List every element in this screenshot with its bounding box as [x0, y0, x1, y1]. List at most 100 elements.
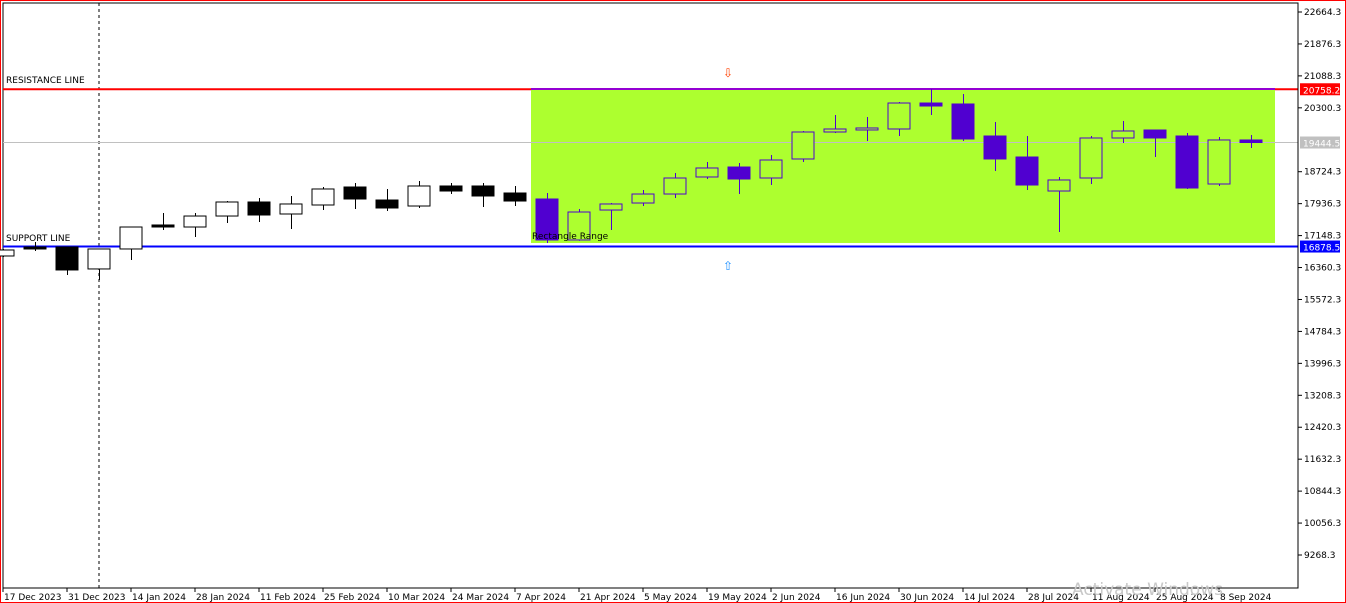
time-tick-label: 10 Mar 2024 — [388, 593, 445, 603]
candle — [855, 116, 879, 141]
support-price-tag: 16878.5 — [1303, 244, 1340, 254]
candle-body — [887, 102, 911, 130]
time-tick-label: 24 Mar 2024 — [452, 593, 509, 603]
candle — [1175, 133, 1199, 189]
candle-body — [1111, 130, 1135, 139]
time-tick-label: 21 Apr 2024 — [580, 593, 636, 603]
price-tick-label: 20300.3 — [1304, 104, 1341, 114]
candle — [375, 188, 399, 211]
candle-body — [311, 188, 335, 206]
time-tick-label: 14 Jul 2024 — [964, 593, 1015, 603]
candle-body — [695, 167, 719, 178]
candle — [983, 121, 1007, 171]
candle-body — [0, 249, 15, 257]
candle — [567, 209, 591, 241]
time-tick-label: 7 Apr 2024 — [516, 593, 566, 603]
bid-price-tag: 19444.5 — [1303, 140, 1340, 150]
candle-body — [23, 246, 47, 250]
support-line-label: SUPPORT LINE — [6, 234, 71, 244]
candle-body — [791, 131, 815, 160]
candle-body — [823, 128, 847, 133]
time-tick-label: 19 May 2024 — [708, 593, 767, 603]
candle-body — [503, 192, 527, 202]
candle-body — [567, 211, 591, 241]
candle-body — [535, 198, 559, 241]
up-arrow-icon: ⇧ — [723, 259, 733, 273]
price-tick-label: 10056.3 — [1304, 519, 1341, 529]
time-tick-label: 28 Jul 2024 — [1028, 593, 1079, 603]
candle-body — [55, 246, 79, 271]
candle-body — [279, 203, 303, 215]
candle — [919, 88, 943, 116]
candle — [727, 163, 751, 195]
candle-body — [151, 224, 175, 228]
time-tick-label: 30 Jun 2024 — [900, 593, 954, 603]
candle-body — [1239, 139, 1263, 144]
candle-body — [855, 127, 879, 131]
candle — [23, 242, 47, 252]
candle — [631, 189, 655, 207]
resistance-price-tag: 20758.2 — [1303, 86, 1340, 96]
candle-body — [1175, 135, 1199, 189]
price-tick-label: 12420.3 — [1304, 423, 1341, 433]
candle-body — [1079, 137, 1103, 179]
price-tick-label: 16360.3 — [1304, 264, 1341, 274]
candle — [439, 182, 463, 195]
candle-body — [375, 199, 399, 209]
candle — [279, 195, 303, 229]
time-tick-label: 31 Dec 2023 — [68, 593, 126, 603]
price-tick-label: 13996.3 — [1304, 359, 1341, 369]
resistance-price-tag-bg — [1300, 83, 1340, 96]
support-price-tag-bg — [1300, 240, 1340, 253]
candle — [1207, 136, 1231, 186]
price-tick-label: 18724.3 — [1304, 168, 1341, 178]
candle — [0, 248, 15, 258]
candle-body — [439, 185, 463, 192]
time-tick-label: 8 Sep 2024 — [1220, 593, 1272, 603]
candle-body — [951, 103, 975, 140]
candle — [887, 101, 911, 137]
time-tick-label: 25 Aug 2024 — [1156, 593, 1214, 603]
candle-body — [631, 193, 655, 204]
candle-body — [1015, 156, 1039, 186]
candle — [503, 185, 527, 207]
candle — [215, 201, 239, 223]
price-tick-label: 15572.3 — [1304, 295, 1341, 305]
candle — [759, 154, 783, 186]
candle-body — [919, 102, 943, 107]
candle — [695, 161, 719, 180]
candle-body — [759, 159, 783, 179]
candle — [183, 213, 207, 237]
down-arrow-icon: ⇩ — [723, 66, 733, 80]
candle-body — [727, 166, 751, 180]
candle — [87, 248, 111, 280]
candle-body — [1047, 179, 1071, 192]
time-tick-label: 16 Jun 2024 — [836, 593, 890, 603]
candle-body — [599, 203, 623, 211]
candle — [1015, 136, 1039, 190]
candle-body — [407, 185, 431, 207]
candle — [823, 115, 847, 134]
candle-body — [1143, 129, 1167, 139]
candle — [1111, 121, 1135, 144]
time-tick-label: 25 Feb 2024 — [324, 593, 380, 603]
candle — [151, 213, 175, 231]
candle-body — [1207, 139, 1231, 185]
time-tick-label: 28 Jan 2024 — [196, 593, 250, 603]
price-tick-label: 17148.3 — [1304, 232, 1341, 242]
candle — [1143, 129, 1167, 158]
candle-body — [87, 248, 111, 270]
time-tick-label: 11 Feb 2024 — [260, 593, 316, 603]
resistance-line-label: RESISTANCE LINE — [6, 76, 85, 86]
candle-body — [215, 201, 239, 217]
time-tick-label: 11 Aug 2024 — [1092, 593, 1150, 603]
candle — [951, 94, 975, 141]
price-tick-label: 22664.3 — [1304, 8, 1341, 18]
candle — [55, 246, 79, 275]
candle — [791, 130, 815, 162]
candle — [407, 181, 431, 208]
candle-body — [663, 177, 687, 195]
price-tick-label: 11632.3 — [1304, 455, 1341, 465]
candle — [663, 172, 687, 198]
